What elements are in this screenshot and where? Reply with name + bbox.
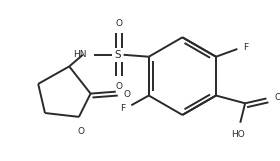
Text: O: O [274, 93, 280, 102]
Text: HN: HN [73, 50, 87, 59]
Text: O: O [115, 82, 122, 91]
Text: O: O [115, 19, 122, 28]
Text: O: O [77, 127, 84, 136]
Text: S: S [115, 50, 121, 60]
Text: O: O [123, 90, 130, 99]
Text: F: F [120, 104, 125, 113]
Text: F: F [243, 43, 248, 52]
Text: HO: HO [232, 130, 245, 139]
